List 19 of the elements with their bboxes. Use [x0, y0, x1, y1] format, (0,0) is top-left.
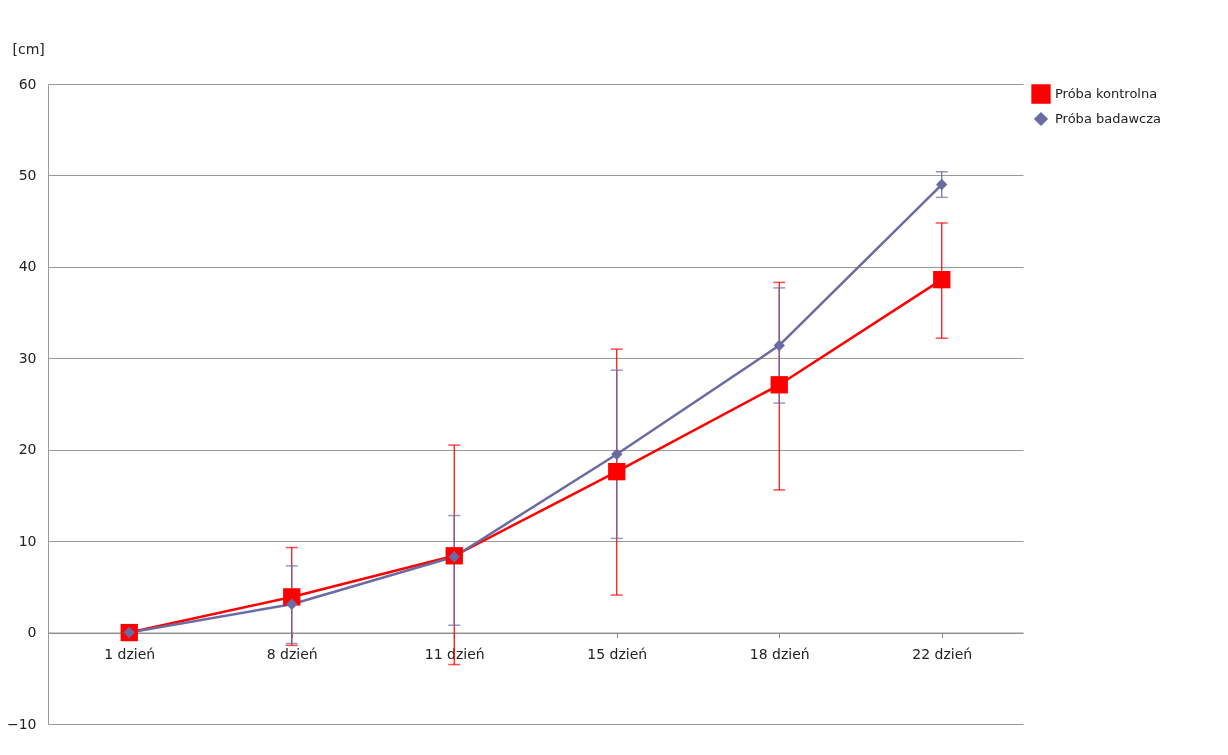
y-tick-label: 40: [18, 258, 37, 275]
x-tick-label: 1 dzień: [104, 646, 156, 663]
y-tick-label: 30: [18, 349, 37, 366]
legend-label: Próba kontrolna: [1055, 86, 1158, 101]
y-tick-label: 0: [27, 624, 37, 641]
x-tick-label: 18 dzień: [749, 646, 810, 663]
point: [933, 271, 951, 289]
x-tick-label: 15 dzień: [587, 646, 648, 663]
point: [770, 376, 788, 394]
y-axis-title: [cm]: [12, 40, 45, 57]
x-tick-label: 22 dzień: [912, 646, 973, 663]
y-tick-label: 50: [18, 166, 37, 183]
point: [608, 463, 626, 481]
y-tick-label: 10: [18, 532, 37, 549]
y-tick-label: −10: [6, 715, 37, 732]
x-tick-label: 8 dzień: [266, 646, 318, 663]
y-tick-label: 60: [18, 75, 37, 92]
legend-label: Próba badawcza: [1055, 111, 1161, 126]
y-tick-label: 20: [18, 441, 37, 458]
